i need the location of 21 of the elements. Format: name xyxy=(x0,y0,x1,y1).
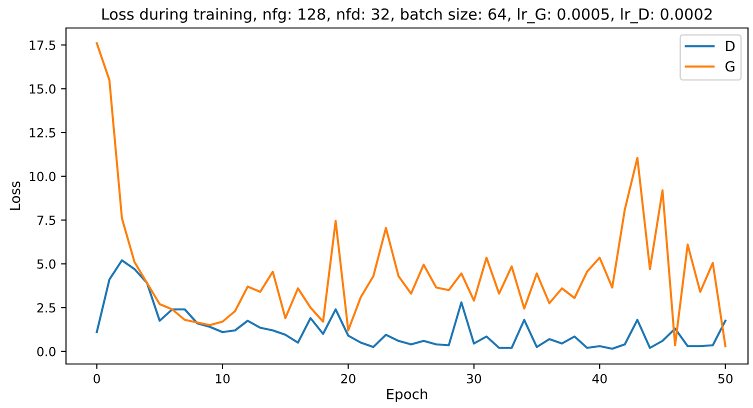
y-tick-label: 10.0 xyxy=(30,172,56,182)
y-tick-label: 15.0 xyxy=(30,84,56,94)
y-tick-label: 17.5 xyxy=(30,40,56,50)
y-tick-label: 2.5 xyxy=(37,303,56,313)
x-tick-label: 30 xyxy=(466,374,482,384)
y-tick-label: 12.5 xyxy=(30,128,56,138)
y-tick-label: 5.0 xyxy=(37,259,56,269)
x-tick-label: 40 xyxy=(592,374,607,384)
chart-title: Loss during training, nfg: 128, nfd: 32, batch size: 64, lr_G: 0.0005, lr_D: 0.0002 xyxy=(102,8,712,24)
line-series xyxy=(96,259,726,350)
legend-label: D xyxy=(726,40,735,52)
legend-label: G xyxy=(726,61,734,72)
y-tick-label: 0.0 xyxy=(37,346,56,356)
y-axis-title: Loss xyxy=(10,181,20,210)
x-tick-label: 50 xyxy=(718,374,732,384)
x-axis-title: Epoch xyxy=(387,388,428,402)
y-tick-label: 7.5 xyxy=(37,216,56,225)
line-series xyxy=(96,42,726,348)
x-tick-label: 10 xyxy=(216,374,230,384)
x-tick-label: 0 xyxy=(94,374,100,384)
x-tick-label: 20 xyxy=(341,374,356,384)
